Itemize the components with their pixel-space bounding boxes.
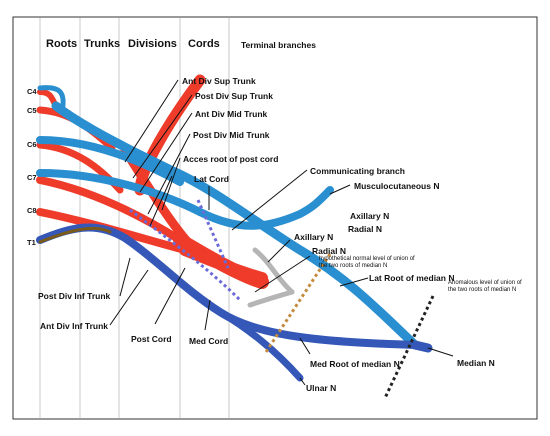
- label-axillary-n-upper: Axillary N: [350, 211, 390, 221]
- label-radial-n-upper: Radial N: [348, 224, 383, 234]
- label-lat-cord: Lat Cord: [194, 174, 229, 184]
- reference-lines: [129, 199, 435, 399]
- root-label-c6: C6: [27, 140, 37, 149]
- label-post-div-inf-trunk: Post Div Inf Trunk: [38, 291, 111, 301]
- label-post-div-mid-trunk: Post Div Mid Trunk: [193, 130, 270, 140]
- label-lat-root-median-n: Lat Root of median N: [369, 273, 455, 283]
- header-trunks: Trunks: [84, 38, 121, 50]
- label-musculocutaneous-n: Musculocutaneous N: [354, 181, 440, 191]
- root-label-c4: C4: [27, 87, 37, 96]
- header-terminal-branches: Terminal branches: [241, 40, 316, 50]
- hypothetical-line-2: the two roots of median N: [319, 263, 388, 269]
- label-communicating-branch: Communicating branch: [310, 166, 405, 176]
- hypothetical-line-1: hypothetical normal level of union of: [319, 256, 415, 262]
- root-label-t1: T1: [27, 238, 36, 247]
- label-post-cord: Post Cord: [131, 334, 172, 344]
- label-ant-div-inf-trunk: Ant Div Inf Trunk: [40, 321, 108, 331]
- root-label-c5: C5: [27, 106, 37, 115]
- header-cords: Cords: [188, 38, 220, 50]
- diagram-border: [12, 16, 538, 420]
- header-divisions: Divisions: [128, 38, 177, 50]
- root-label-c8: C8: [27, 206, 37, 215]
- anomalous-line-2: the two roots of median N: [448, 287, 517, 293]
- label-anomalous-level: Anomalous level of union of the two root…: [448, 280, 522, 294]
- root-label-c7: C7: [27, 173, 37, 182]
- anterior-divisions: [36, 85, 433, 382]
- label-med-cord: Med Cord: [189, 336, 229, 346]
- label-axillary-n: Axillary N: [294, 232, 334, 242]
- leader-lines: [109, 79, 454, 386]
- label-acces-root-post-cord: Acces root of post cord: [183, 154, 279, 164]
- header-roots: Roots: [46, 38, 78, 50]
- label-ant-div-sup-trunk: Ant Div Sup Trunk: [182, 76, 256, 86]
- label-hypothetical-level: hypothetical normal level of union of th…: [319, 256, 415, 270]
- column-dividers: [39, 18, 230, 418]
- label-med-root-median-n: Med Root of median N: [310, 359, 400, 369]
- label-radial-n: Radial N: [312, 246, 347, 256]
- label-ulnar-n: Ulnar N: [306, 383, 337, 393]
- label-post-div-sup-trunk: Post Div Sup Trunk: [195, 91, 273, 101]
- communicating-branches: [247, 247, 295, 308]
- label-median-n: Median N: [457, 358, 495, 368]
- label-ant-div-mid-trunk: Ant Div Mid Trunk: [195, 109, 268, 119]
- anomalous-line-1: Anomalous level of union of: [448, 280, 522, 286]
